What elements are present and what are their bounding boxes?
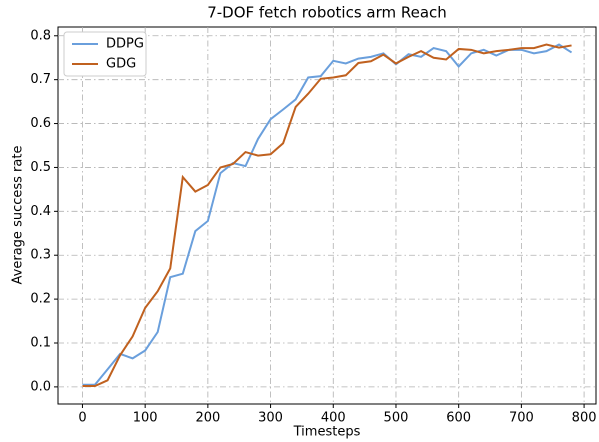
y-tick-label: 0.8 [30, 28, 51, 43]
y-tick-label: 0.5 [30, 160, 51, 175]
y-tick-label: 0.7 [30, 72, 51, 87]
legend-label: GDG [106, 57, 136, 72]
y-tick-label: 0.6 [30, 116, 51, 131]
data-line [82, 43, 573, 386]
plot-frame [57, 26, 597, 405]
y-axis-label: Average success rate [11, 146, 26, 285]
chart-title: 7-DOF fetch robotics arm Reach [207, 4, 447, 22]
x-tick-label: 600 [446, 411, 471, 426]
x-axis-label: Timesteps [293, 425, 361, 440]
x-tick-label: 400 [321, 411, 346, 426]
y-tick-label: 0.2 [30, 292, 51, 307]
legend-label: DDPG [106, 37, 144, 52]
x-tick-label: 700 [509, 411, 534, 426]
data-line [82, 43, 572, 388]
y-tick-label: 0.3 [30, 248, 51, 263]
x-tick-label: 800 [572, 411, 597, 426]
y-tick-label: 0.4 [30, 204, 51, 219]
x-tick-label: 200 [195, 411, 220, 426]
x-tick-label: 500 [384, 411, 409, 426]
x-tick-label: 300 [258, 411, 283, 426]
y-tick-label: 0.1 [30, 335, 51, 350]
x-tick-label: 0 [78, 411, 86, 426]
y-tick-label: 0.0 [30, 379, 51, 394]
x-tick-label: 100 [133, 411, 158, 426]
